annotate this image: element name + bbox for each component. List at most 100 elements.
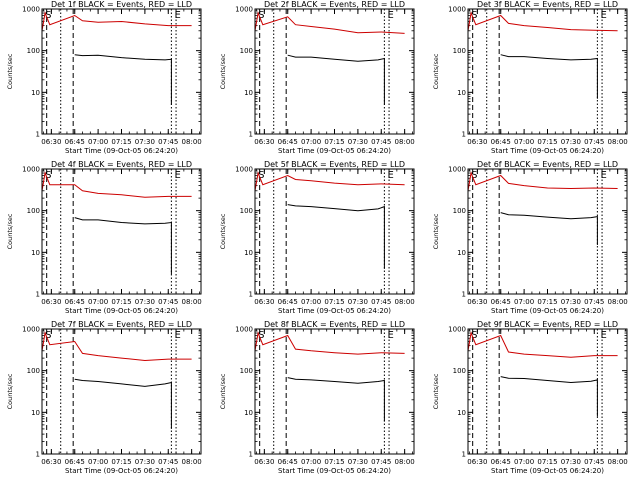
x-tick-label: 07:30 <box>561 458 581 466</box>
panel-title: Det 3f BLACK = Events, RED = LLD <box>477 0 618 9</box>
x-tick-label: 08:00 <box>182 138 202 146</box>
x-axis-label: Start Time (09-Oct-05 06:24:20) <box>65 307 178 315</box>
x-tick-label: 07:00 <box>514 458 534 466</box>
x-tick-label: 07:15 <box>324 298 344 306</box>
y-tick-label: 1 <box>462 131 466 139</box>
x-tick-label: 06:45 <box>278 298 298 306</box>
y-tick-label: 10 <box>244 409 253 417</box>
plot-frame <box>467 168 628 295</box>
x-axis-label: Start Time (09-Oct-05 06:24:20) <box>278 467 391 475</box>
y-tick-label: 10 <box>244 249 253 257</box>
event-marker-label: S <box>45 330 51 341</box>
y-tick-label: 10 <box>457 89 466 97</box>
x-tick-label: 07:00 <box>88 298 108 306</box>
panel-title: Det 2f BLACK = Events, RED = LLD <box>264 0 405 9</box>
x-tick-label: 06:30 <box>467 298 487 306</box>
y-tick-label: 100 <box>27 367 40 375</box>
y-tick-label: 1 <box>462 291 466 299</box>
panel-title: Det 6f BLACK = Events, RED = LLD <box>477 160 618 169</box>
y-tick-label: 1 <box>249 131 253 139</box>
y-tick-label: 1000 <box>22 326 40 334</box>
x-tick-label: 06:30 <box>254 298 274 306</box>
panel-title: Det 8f BLACK = Events, RED = LLD <box>264 320 405 329</box>
x-tick-label: 08:00 <box>608 458 628 466</box>
x-tick-label: 08:00 <box>182 458 202 466</box>
x-tick-label: 07:00 <box>301 298 321 306</box>
y-tick-label: 10 <box>31 409 40 417</box>
events-series-line <box>287 204 385 269</box>
events-series-line <box>500 54 598 99</box>
event-marker-label: S <box>45 170 51 181</box>
y-tick-label: 100 <box>240 47 253 55</box>
y-axis-label: Counts/sec <box>219 373 227 409</box>
x-tick-label: 06:30 <box>41 298 61 306</box>
x-tick-label: 06:45 <box>491 138 511 146</box>
lld-series-line <box>41 11 192 31</box>
x-tick-label: 06:45 <box>491 458 511 466</box>
x-tick-label: 07:30 <box>348 458 368 466</box>
y-tick-label: 1 <box>36 451 40 459</box>
panel-title: Det 9f BLACK = Events, RED = LLD <box>477 320 618 329</box>
x-tick-label: 07:45 <box>371 138 391 146</box>
x-tick-label: 08:00 <box>608 298 628 306</box>
x-tick-label: 06:30 <box>254 458 274 466</box>
y-tick-label: 1000 <box>235 6 253 14</box>
x-tick-label: 07:00 <box>514 298 534 306</box>
x-tick-label: 07:45 <box>584 458 604 466</box>
lld-series-line <box>467 331 618 358</box>
events-series-line <box>74 54 172 105</box>
y-tick-label: 1 <box>462 451 466 459</box>
event-marker-label: E <box>601 170 607 181</box>
x-tick-label: 07:45 <box>371 298 391 306</box>
detector-panel: Det 4f BLACK = Events, RED = LLD Counts/s… <box>6 160 202 315</box>
x-tick-label: 07:45 <box>584 138 604 146</box>
x-axis-label: Start Time (09-Oct-05 06:24:20) <box>491 467 604 475</box>
x-tick-label: 07:15 <box>537 298 557 306</box>
y-tick-label: 1000 <box>235 326 253 334</box>
x-tick-label: 06:45 <box>65 138 85 146</box>
x-tick-label: 07:30 <box>348 138 368 146</box>
y-tick-label: 100 <box>453 367 466 375</box>
y-tick-label: 100 <box>453 207 466 215</box>
plot-frame <box>467 328 628 455</box>
event-marker-label: E <box>601 10 607 21</box>
lld-series-line <box>41 331 192 362</box>
lld-series-line <box>254 331 405 355</box>
x-tick-label: 07:45 <box>584 298 604 306</box>
detector-panel: Det 5f BLACK = Events, RED = LLD Counts/s… <box>219 160 415 315</box>
x-tick-label: 08:00 <box>395 458 415 466</box>
event-marker-label: S <box>471 170 477 181</box>
x-tick-label: 07:45 <box>158 298 178 306</box>
x-tick-label: 07:30 <box>135 298 155 306</box>
detector-panel: Det 9f BLACK = Events, RED = LLD Counts/s… <box>432 320 628 475</box>
x-tick-label: 06:30 <box>41 138 61 146</box>
plot-frame <box>41 168 202 295</box>
detector-panel: Det 1f BLACK = Events, RED = LLD Counts/s… <box>6 0 202 155</box>
x-tick-label: 07:15 <box>111 138 131 146</box>
y-tick-label: 10 <box>457 249 466 257</box>
x-tick-label: 07:15 <box>324 458 344 466</box>
x-tick-label: 07:15 <box>111 458 131 466</box>
detector-panel: Det 8f BLACK = Events, RED = LLD Counts/s… <box>219 320 415 475</box>
x-tick-label: 07:00 <box>514 138 534 146</box>
x-tick-label: 07:45 <box>371 458 391 466</box>
event-marker-label: S <box>45 10 51 21</box>
x-tick-label: 07:00 <box>301 138 321 146</box>
event-marker-label: E <box>388 10 394 21</box>
x-tick-label: 07:00 <box>88 458 108 466</box>
detector-panel: Det 2f BLACK = Events, RED = LLD Counts/s… <box>219 0 415 155</box>
y-tick-label: 1000 <box>448 6 466 14</box>
y-tick-label: 10 <box>31 89 40 97</box>
x-tick-label: 08:00 <box>608 138 628 146</box>
panel-title: Det 1f BLACK = Events, RED = LLD <box>51 0 192 9</box>
plot-frame <box>41 328 202 455</box>
x-tick-label: 06:30 <box>254 138 274 146</box>
y-tick-label: 100 <box>240 207 253 215</box>
y-axis-label: Counts/sec <box>432 213 440 249</box>
x-tick-label: 07:30 <box>561 298 581 306</box>
y-tick-label: 1 <box>249 451 253 459</box>
event-marker-label: E <box>388 170 394 181</box>
y-tick-label: 10 <box>244 89 253 97</box>
x-tick-label: 07:30 <box>135 138 155 146</box>
y-tick-label: 100 <box>27 47 40 55</box>
